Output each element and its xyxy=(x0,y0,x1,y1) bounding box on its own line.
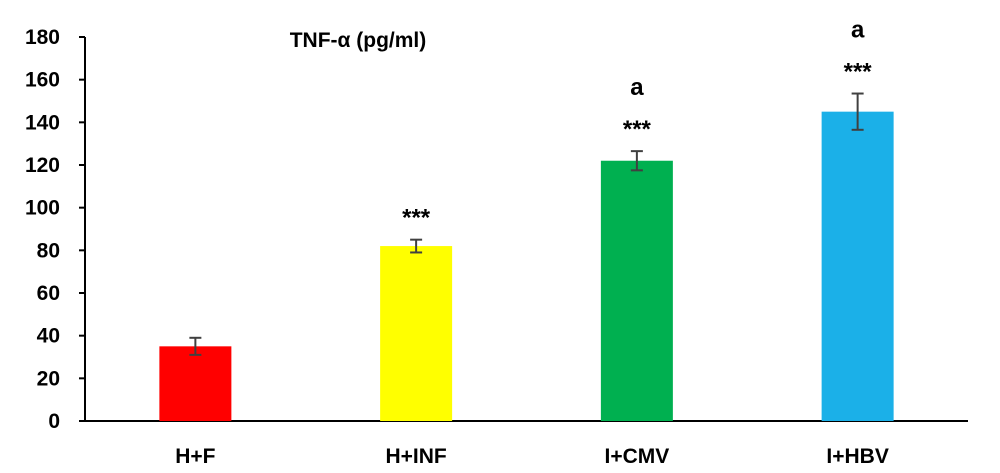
y-tick-label: 40 xyxy=(37,325,60,348)
y-tick-label: 140 xyxy=(25,111,60,134)
y-tick-label: 0 xyxy=(48,410,60,433)
y-tick-label: 80 xyxy=(37,239,60,262)
bar xyxy=(380,246,453,421)
group-mark-label: a xyxy=(630,74,644,101)
y-tick-label: 60 xyxy=(37,282,60,305)
chart-title: TNF-α (pg/ml) xyxy=(290,29,427,52)
x-axis: H+F H+INF I+CMV I+HBV xyxy=(85,420,968,468)
x-tick-label: H+F xyxy=(175,445,215,468)
bar xyxy=(159,346,232,421)
y-tick-label: 120 xyxy=(25,154,60,177)
bar xyxy=(600,160,673,421)
x-tick-label: H+INF xyxy=(385,445,446,468)
significance-label: *** xyxy=(623,116,652,143)
y-tick-label: 180 xyxy=(25,26,60,49)
x-tick-label: I+CMV xyxy=(604,445,669,468)
y-tick-label: 100 xyxy=(25,197,60,220)
y-axis: 0 20 40 60 80 100 120 140 160 180 xyxy=(25,26,86,433)
significance-label: *** xyxy=(402,205,431,232)
bars: *** *** a *** a xyxy=(159,17,894,422)
group-mark-label: a xyxy=(851,17,865,44)
x-tick-label: I+HBV xyxy=(826,445,888,468)
y-tick-label: 20 xyxy=(37,367,60,390)
bar xyxy=(821,111,894,422)
significance-label: *** xyxy=(844,59,873,86)
y-tick-label: 160 xyxy=(25,69,60,92)
